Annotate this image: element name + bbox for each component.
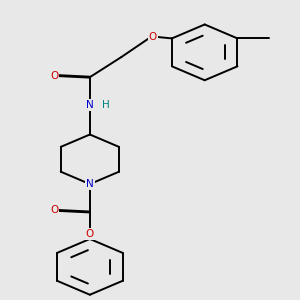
Text: N: N	[86, 100, 94, 110]
Text: O: O	[50, 70, 58, 81]
Text: O: O	[86, 229, 94, 239]
Text: O: O	[50, 206, 58, 215]
Text: N: N	[86, 179, 94, 189]
Text: O: O	[149, 32, 157, 42]
Text: H: H	[102, 100, 110, 110]
